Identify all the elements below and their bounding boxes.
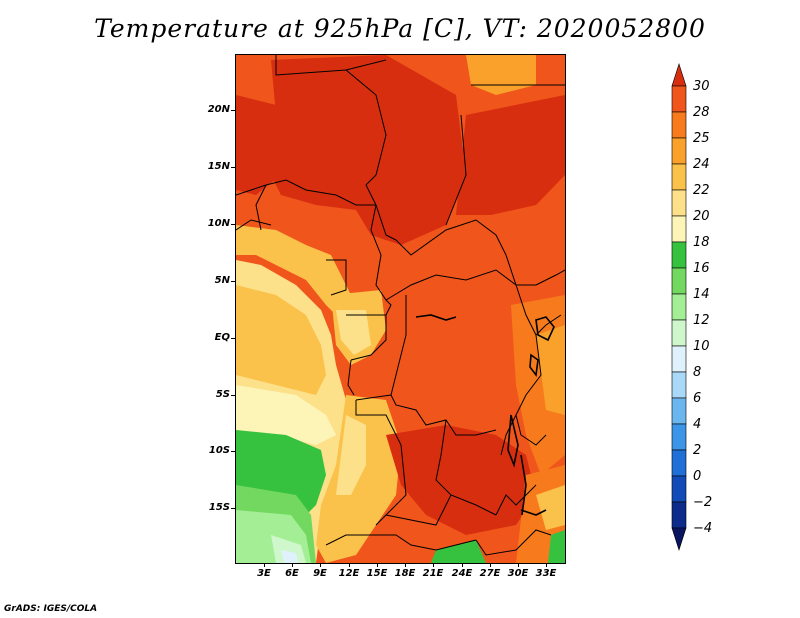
colorbar-swatch (671, 501, 687, 529)
colorbar-label: 0 (693, 469, 702, 484)
lat-label: 10N (207, 218, 230, 229)
lat-label: 5S (215, 389, 230, 400)
colorbar-swatch (671, 267, 687, 295)
colorbar-label: −4 (693, 521, 713, 536)
colorbar-label: 10 (693, 339, 710, 354)
lon-label: 30E (507, 568, 529, 579)
colorbar-swatch (671, 423, 687, 451)
colorbar-swatch (671, 111, 687, 139)
colorbar-swatch (671, 137, 687, 165)
colorbar-label: 18 (693, 235, 710, 250)
colorbar-label: 30 (693, 79, 710, 94)
lon-label: 9E (313, 568, 327, 579)
lon-label: 6E (285, 568, 299, 579)
colorbar-label: 8 (693, 365, 702, 380)
lat-label: 20N (207, 104, 230, 115)
lon-label: 3E (257, 568, 271, 579)
colorbar-label: 12 (693, 313, 710, 328)
lon-label: 12E (338, 568, 360, 579)
colorbar-label: 6 (693, 391, 702, 406)
colorbar-swatch (671, 215, 687, 243)
colorbar-swatch (671, 241, 687, 269)
colorbar-swatch (671, 163, 687, 191)
lon-label: 33E (535, 568, 557, 579)
lat-label: 15S (208, 502, 230, 513)
lat-label: 15N (207, 161, 230, 172)
colorbar-swatch (671, 189, 687, 217)
lat-label: 10S (208, 445, 230, 456)
colorbar-label: 2 (693, 443, 702, 458)
colorbar-swatch (671, 397, 687, 425)
lon-label: 15E (366, 568, 388, 579)
colorbar-label: 25 (693, 131, 710, 146)
map-title: Temperature at 925hPa [C], VT: 202005280… (94, 14, 706, 43)
colorbar-swatch (671, 527, 687, 551)
colorbar-swatch (671, 345, 687, 373)
colorbar-swatch (671, 293, 687, 321)
lon-label: 18E (394, 568, 416, 579)
temperature-map (235, 54, 566, 564)
colorbar-label: 14 (693, 287, 710, 302)
lon-label: 21E (422, 568, 444, 579)
lat-label: 5N (214, 275, 230, 286)
colorbar-label: 24 (693, 157, 710, 172)
lon-label: 27E (479, 568, 501, 579)
colorbar-label: 4 (693, 417, 702, 432)
lon-label: 24E (451, 568, 473, 579)
colorbar-label: −2 (693, 495, 713, 510)
lat-label: EQ (214, 332, 230, 343)
credit-text: GrADS: IGES/COLA (4, 604, 98, 614)
colorbar-swatch (671, 85, 687, 113)
colorbar-label: 22 (693, 183, 710, 198)
colorbar-label: 20 (693, 209, 710, 224)
colorbar-swatch (671, 63, 687, 87)
colorbar-swatch (671, 449, 687, 477)
colorbar-swatch (671, 371, 687, 399)
temperature-field (236, 55, 565, 563)
colorbar-swatch (671, 319, 687, 347)
colorbar-swatch (671, 475, 687, 503)
colorbar (671, 63, 687, 551)
colorbar-label: 16 (693, 261, 710, 276)
colorbar-label: 28 (693, 105, 710, 120)
